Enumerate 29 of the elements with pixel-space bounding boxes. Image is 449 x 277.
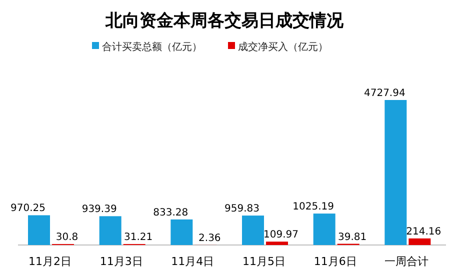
bar (28, 215, 50, 245)
bar (408, 238, 431, 245)
data-label: 109.97 (264, 230, 298, 241)
bar (170, 219, 193, 245)
x-tick-label: 11月6日 (314, 255, 357, 268)
data-label: 214.16 (406, 226, 442, 238)
data-label: 970.25 (10, 203, 46, 214)
data-label: 31.21 (124, 232, 153, 244)
x-tick-label: 11月4日 (171, 255, 214, 268)
legend-label: 合计买卖总额（亿元） (102, 41, 202, 53)
x-tick-label: 11月2日 (28, 255, 72, 268)
bar (242, 216, 264, 245)
legend-label: 成交净买入（亿元） (238, 41, 328, 53)
x-tick-label: 11月5日 (242, 255, 286, 268)
bar (99, 216, 122, 245)
data-label: 39.81 (338, 232, 367, 243)
bar (313, 214, 336, 245)
data-label: 2.36 (198, 232, 221, 244)
bar (266, 242, 288, 245)
x-tick-label: 11月3日 (100, 255, 143, 268)
data-label: 1025.19 (292, 202, 334, 213)
data-label: 959.83 (224, 204, 260, 215)
data-label: 4727.94 (364, 88, 406, 99)
x-tick-label: 一周合计 (384, 255, 429, 268)
data-label: 939.39 (82, 204, 117, 216)
data-label: 30.8 (56, 232, 78, 244)
data-label: 833.28 (153, 207, 188, 218)
bar (384, 100, 407, 245)
chart-title: 北向资金本周各交易日成交情况 (104, 11, 344, 31)
